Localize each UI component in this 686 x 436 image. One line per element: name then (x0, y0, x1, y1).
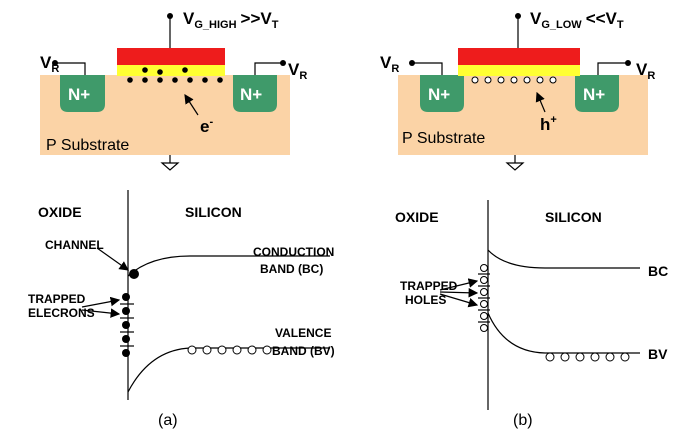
caption: (b) (513, 412, 533, 429)
base: h (540, 115, 550, 134)
gate (117, 48, 225, 65)
band-label: BAND (BV) (272, 344, 335, 358)
v: V (288, 60, 300, 79)
gate (458, 48, 580, 65)
substrate-label: P Substrate (46, 137, 129, 154)
well-label: N+ (68, 85, 90, 104)
source-label: VR (380, 53, 399, 75)
diagram: VG_HIGH>>VT VR VR N+ N+ e- P Substrate O… (0, 0, 686, 436)
sup: + (550, 114, 556, 126)
sub: G_LOW (541, 19, 582, 31)
drain-label: VR (288, 60, 307, 82)
trapped-label: TRAPPED (28, 292, 86, 306)
v: V (530, 9, 542, 28)
sub: R (647, 70, 655, 82)
silicon-label: SILICON (545, 209, 602, 225)
band-label: BAND (BC) (260, 262, 323, 276)
sub: T (617, 19, 624, 31)
sub: G_HIGH (194, 19, 236, 31)
trapped-label: ELECRONS (28, 306, 95, 320)
base: e (200, 117, 209, 136)
gate-label: VG_LOW <<VT (530, 9, 624, 31)
rel: <<V (586, 9, 618, 28)
sub: T (272, 19, 279, 31)
channel-label: CHANNEL (45, 238, 104, 252)
substrate-label: P Substrate (402, 130, 485, 147)
band-label: BC (648, 263, 668, 279)
oxide-label: OXIDE (395, 209, 439, 225)
well-label: N+ (240, 85, 262, 104)
caption: (a) (158, 412, 178, 429)
v: V (636, 60, 648, 79)
sub: R (299, 70, 307, 82)
gate-label: VG_HIGH >>VT (183, 9, 279, 31)
drain-label: VR (636, 60, 655, 82)
device-a: VG_HIGH>>VT VR VR N+ N+ e- P Substrate (40, 9, 307, 170)
sub: R (391, 63, 399, 75)
band-label: VALENCE (275, 326, 331, 340)
band-a: OXIDE SILICON CHANNEL CONDUCTION BAND (B… (28, 190, 335, 429)
well-label: N+ (583, 85, 605, 104)
sub: R (51, 63, 59, 75)
device-b: VG_LOW<<VT VR VR N+ N+ h+ P Substrate (380, 9, 655, 170)
trapped-label: TRAPPED (400, 279, 458, 293)
v: V (40, 53, 52, 72)
v: V (380, 53, 392, 72)
oxide-label: OXIDE (38, 204, 82, 220)
oxide (458, 65, 580, 76)
sup: - (209, 116, 213, 128)
band-b: OXIDE SILICON BC TRAPPED HOLES BV (b) (395, 200, 668, 429)
rel: >>V (241, 9, 273, 28)
band-label: BV (648, 346, 668, 362)
silicon-label: SILICON (185, 204, 242, 220)
well-label: N+ (428, 85, 450, 104)
source-label: VR (40, 53, 59, 75)
oxide (117, 65, 225, 76)
band-label: CONDUCTION (253, 245, 334, 259)
trapped-label: HOLES (405, 293, 446, 307)
v: V (183, 9, 195, 28)
